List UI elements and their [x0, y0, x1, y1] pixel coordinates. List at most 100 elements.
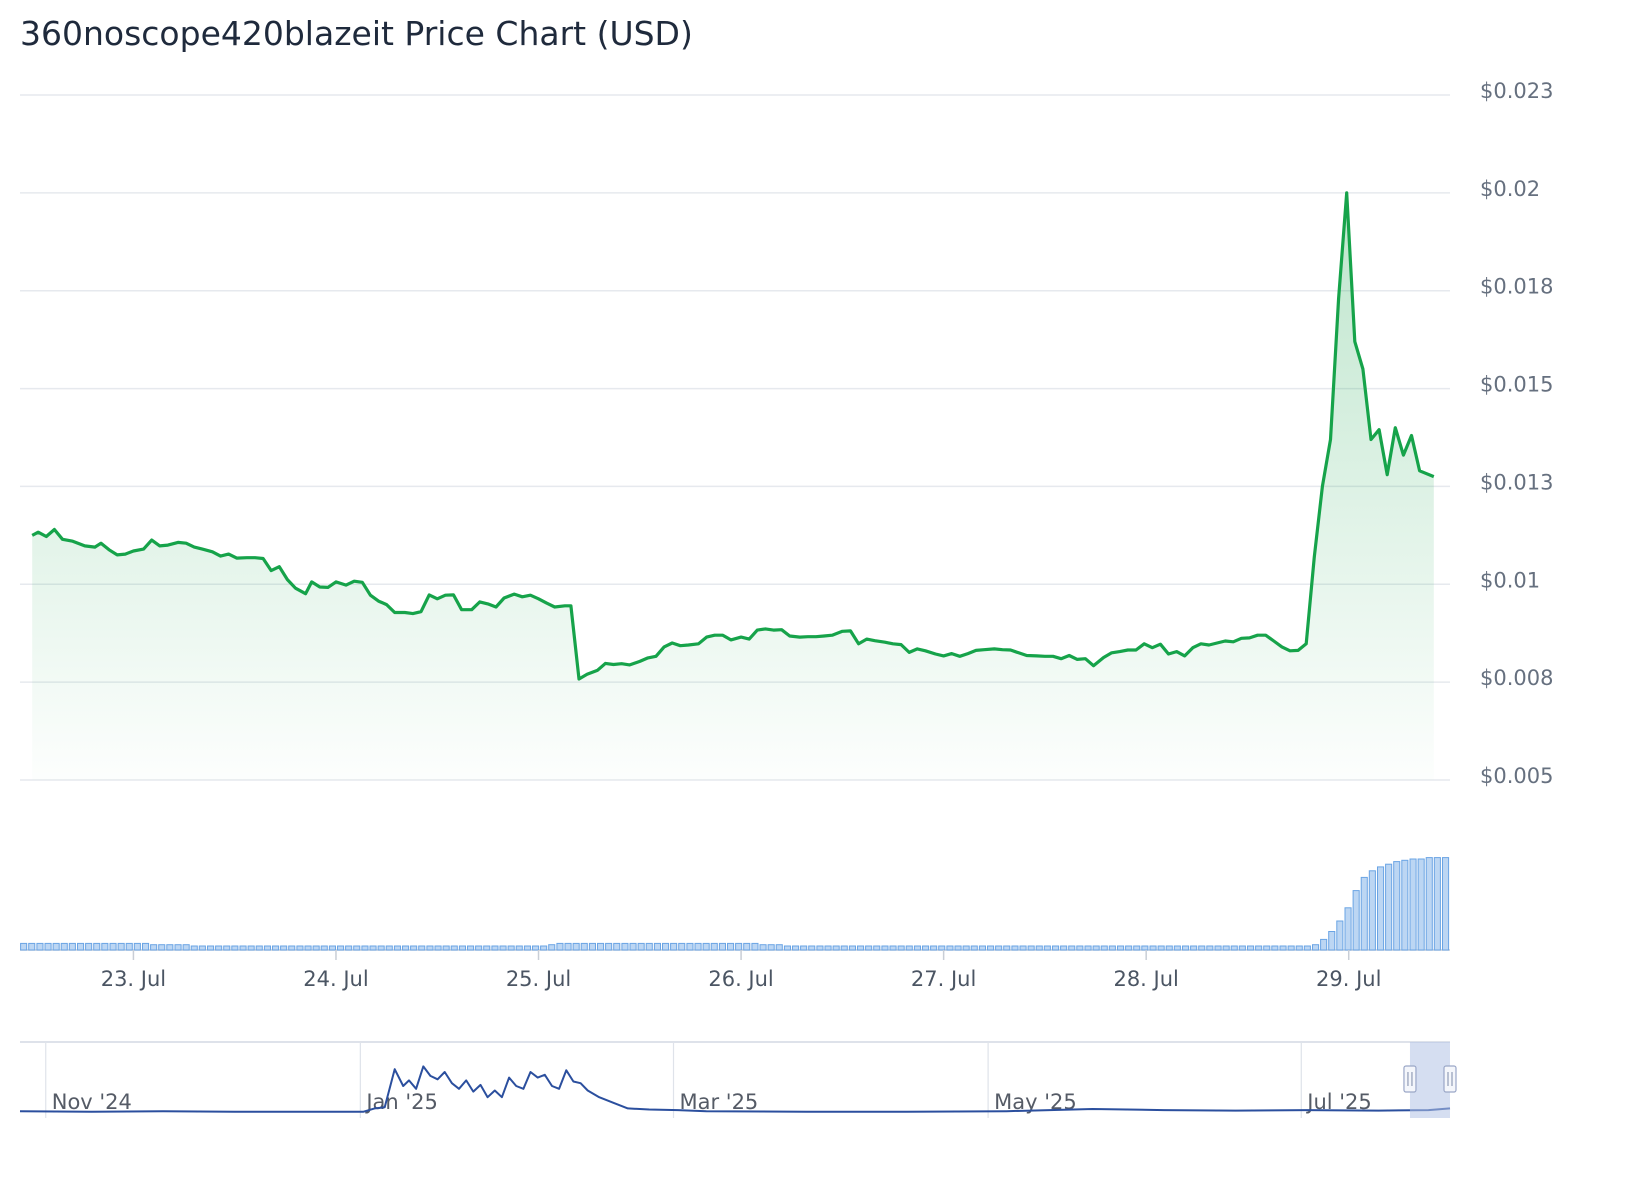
- volume-bar[interactable]: [85, 942, 93, 951]
- volume-bar[interactable]: [304, 945, 312, 951]
- volume-bar[interactable]: [946, 945, 954, 951]
- volume-bar[interactable]: [369, 945, 377, 951]
- volume-bar[interactable]: [288, 945, 296, 951]
- volume-bar[interactable]: [458, 945, 466, 951]
- volume-bar[interactable]: [621, 942, 629, 951]
- volume-bar[interactable]: [1214, 945, 1222, 951]
- volume-bar[interactable]: [702, 942, 710, 951]
- volume-bar[interactable]: [402, 945, 410, 951]
- volume-bar[interactable]: [1165, 945, 1173, 951]
- volume-bar[interactable]: [280, 945, 288, 951]
- volume-bar[interactable]: [198, 945, 206, 951]
- volume-bar[interactable]: [832, 945, 840, 951]
- volume-bar[interactable]: [735, 942, 743, 951]
- volume-bar[interactable]: [491, 945, 499, 951]
- volume-bar[interactable]: [117, 942, 125, 951]
- volume-bar[interactable]: [775, 944, 783, 951]
- volume-bar[interactable]: [938, 945, 946, 951]
- volume-bar[interactable]: [320, 945, 328, 951]
- volume-bar[interactable]: [670, 942, 678, 951]
- volume-bar[interactable]: [718, 942, 727, 951]
- volume-bar[interactable]: [645, 942, 653, 951]
- volume-bar[interactable]: [1255, 945, 1263, 951]
- volume-bar[interactable]: [1328, 931, 1336, 951]
- volume-bar[interactable]: [662, 942, 670, 951]
- volume-bar[interactable]: [1271, 945, 1279, 951]
- volume-bar[interactable]: [158, 944, 166, 951]
- volume-bar[interactable]: [540, 945, 548, 951]
- volume-bar[interactable]: [767, 944, 775, 951]
- volume-bar[interactable]: [848, 945, 857, 951]
- volume-bar[interactable]: [109, 942, 117, 951]
- volume-bar[interactable]: [507, 945, 515, 951]
- handle-grip-box[interactable]: [1443, 1065, 1457, 1093]
- volume-bar[interactable]: [377, 945, 385, 951]
- volume-bar[interactable]: [889, 945, 897, 951]
- volume-bar[interactable]: [978, 945, 987, 951]
- volume-bar[interactable]: [182, 944, 190, 951]
- volume-bar[interactable]: [239, 945, 247, 951]
- volume-bar[interactable]: [1368, 870, 1376, 951]
- volume-bar[interactable]: [68, 942, 76, 951]
- volume-bar[interactable]: [548, 944, 556, 951]
- volume-bar[interactable]: [1312, 944, 1320, 951]
- volume-bar[interactable]: [1043, 945, 1051, 951]
- volume-bar[interactable]: [1182, 945, 1190, 951]
- volume-bar[interactable]: [434, 945, 442, 951]
- volume-bar[interactable]: [133, 942, 141, 951]
- volume-bar[interactable]: [783, 945, 792, 951]
- volume-bar[interactable]: [954, 945, 962, 951]
- volume-bar[interactable]: [1092, 945, 1100, 951]
- volume-bar[interactable]: [1173, 945, 1181, 951]
- volume-bar[interactable]: [1141, 945, 1149, 951]
- navigator-window[interactable]: [1409, 1042, 1450, 1118]
- volume-bar[interactable]: [36, 942, 44, 951]
- volume-bars[interactable]: [20, 857, 1450, 951]
- volume-bar[interactable]: [913, 945, 922, 951]
- volume-bar[interactable]: [686, 942, 694, 951]
- volume-bar[interactable]: [1011, 945, 1019, 951]
- volume-bar[interactable]: [1060, 945, 1068, 951]
- volume-bar[interactable]: [1133, 945, 1141, 951]
- volume-bar[interactable]: [337, 945, 345, 951]
- volume-bar[interactable]: [20, 942, 28, 951]
- volume-bar[interactable]: [1442, 857, 1450, 951]
- volume-bar[interactable]: [1393, 861, 1401, 951]
- volume-bar[interactable]: [808, 945, 816, 951]
- volume-bar[interactable]: [1027, 945, 1035, 951]
- volume-bar[interactable]: [345, 945, 353, 951]
- volume-bar[interactable]: [743, 942, 751, 951]
- volume-bar[interactable]: [1417, 858, 1425, 951]
- volume-bar[interactable]: [515, 945, 523, 951]
- volume-bar[interactable]: [1360, 876, 1368, 951]
- volume-bar[interactable]: [1425, 857, 1433, 951]
- volume-bar[interactable]: [499, 945, 507, 951]
- volume-bar[interactable]: [174, 944, 182, 951]
- volume-bar[interactable]: [637, 942, 645, 951]
- volume-bar[interactable]: [816, 945, 824, 951]
- volume-bar[interactable]: [597, 942, 605, 951]
- volume-bar[interactable]: [1084, 945, 1092, 951]
- volume-bar[interactable]: [873, 945, 881, 951]
- volume-bar[interactable]: [125, 942, 133, 951]
- volume-bar[interactable]: [385, 945, 393, 951]
- volume-bar[interactable]: [1230, 945, 1238, 951]
- volume-bar[interactable]: [905, 945, 913, 951]
- volume-bar[interactable]: [101, 942, 109, 951]
- volume-bar[interactable]: [613, 942, 621, 951]
- volume-bar[interactable]: [1385, 863, 1393, 951]
- volume-bar[interactable]: [588, 942, 597, 951]
- volume-bar[interactable]: [800, 945, 808, 951]
- volume-bar[interactable]: [442, 945, 450, 951]
- volume-bar[interactable]: [1117, 945, 1125, 951]
- volume-bar[interactable]: [1433, 857, 1441, 951]
- volume-bar[interactable]: [1344, 907, 1352, 951]
- volume-bar[interactable]: [881, 945, 889, 951]
- volume-bar[interactable]: [1409, 858, 1417, 951]
- volume-bar[interactable]: [207, 945, 215, 951]
- volume-bar[interactable]: [1149, 945, 1157, 951]
- volume-bar[interactable]: [922, 945, 930, 951]
- volume-bar[interactable]: [52, 942, 60, 951]
- volume-bar[interactable]: [987, 945, 995, 951]
